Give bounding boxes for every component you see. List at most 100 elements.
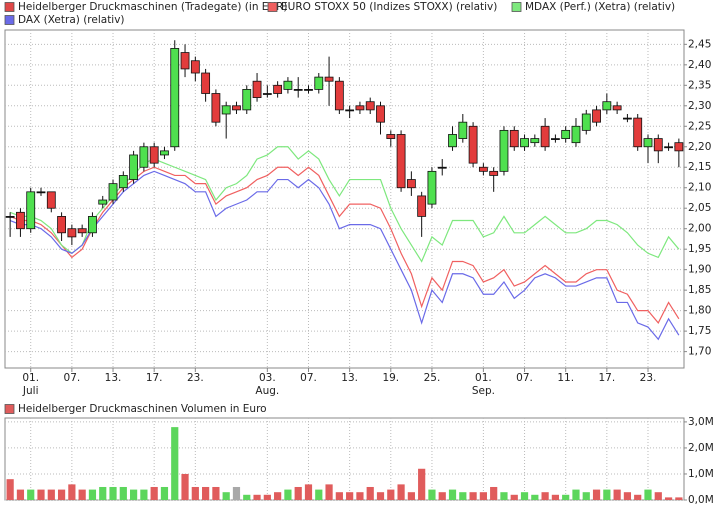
volume-bar [232, 486, 241, 500]
candle-body [499, 129, 509, 172]
x-tick-label: 11. [557, 372, 574, 384]
y-tick-label: 0,0M [688, 494, 714, 506]
volume-bar [407, 492, 415, 500]
volume-bar [315, 489, 323, 500]
candle-body [396, 134, 406, 189]
volume-bar [582, 492, 590, 500]
line-series [9, 146, 680, 263]
candle-body [88, 216, 97, 234]
candle-body [57, 216, 66, 234]
candle-body [129, 154, 139, 180]
candle-body [77, 228, 87, 234]
candle-body [46, 191, 56, 209]
candle-body [540, 125, 550, 148]
candle-body [180, 52, 190, 70]
candle-body [67, 228, 77, 238]
candle-body [653, 138, 663, 152]
volume-bar [47, 489, 55, 500]
volume-bar [171, 427, 179, 500]
volume-bar [335, 492, 343, 500]
volume-bar [284, 489, 292, 500]
candle-body [283, 80, 293, 90]
candle-body [633, 117, 643, 148]
candle-body [386, 134, 396, 139]
candle-body [530, 138, 540, 144]
candle-body [417, 195, 427, 217]
candle-body [5, 216, 15, 218]
volume-bar [551, 494, 560, 500]
candle-body [458, 121, 468, 139]
candle-body [623, 117, 632, 120]
y-tick-label: 2,15 [688, 161, 711, 173]
candle-body [468, 125, 478, 164]
candle-body [273, 84, 283, 94]
candle-body [242, 89, 252, 111]
volume-bar [27, 489, 35, 500]
candle-body [592, 109, 601, 123]
volume-bar [613, 489, 621, 500]
volume-bar [274, 492, 282, 500]
candle-body [26, 191, 36, 230]
candle-body [334, 80, 344, 111]
y-tick-label: 2,05 [688, 202, 711, 214]
volume-bar [294, 486, 302, 500]
x-tick-label: 23. [640, 372, 657, 384]
candle-body [448, 134, 457, 148]
volume-bar [119, 486, 127, 500]
candle-body [324, 76, 334, 82]
volume-bar [366, 486, 374, 500]
volume-bar [202, 486, 210, 500]
candle-body [139, 146, 149, 168]
candle-body [36, 191, 46, 194]
candle-body [674, 142, 684, 152]
x-tick-label: 19. [382, 372, 399, 384]
candle-body [571, 125, 581, 144]
volume-bar [531, 494, 539, 500]
volume-bar [469, 492, 477, 500]
volume-bar [129, 489, 138, 500]
legend-label: EURO STOXX 50 (Indizes STOXX) (relativ) [281, 1, 497, 13]
volume-bar [490, 486, 498, 500]
volume-bar [99, 486, 107, 500]
legend-label: Heidelberger Druckmaschinen Volumen in E… [18, 403, 267, 415]
x-tick-label: 03. Aug. [255, 372, 279, 397]
line-series [9, 170, 680, 341]
volume-bar [479, 492, 487, 500]
candle-body [365, 101, 375, 111]
candle-body [427, 170, 437, 205]
volume-bar [253, 494, 261, 500]
candle-body [190, 60, 200, 74]
candle-body [304, 89, 313, 91]
volume-bar [6, 479, 14, 500]
x-tick-label: 17. [598, 372, 615, 384]
y-tick-label: 2,30 [688, 100, 711, 112]
y-tick-label: 3,0M [688, 416, 714, 428]
y-tick-label: 2,35 [688, 79, 711, 91]
candle-body [437, 166, 447, 169]
x-tick-label: 01. Juli [22, 372, 39, 397]
candle-body [211, 93, 221, 123]
legend-swatch [4, 404, 15, 414]
volume-bar [160, 486, 169, 500]
volume-bar [675, 497, 683, 500]
volume-bar [397, 484, 405, 500]
volume-bar [191, 486, 199, 500]
plot-frame [4, 417, 685, 501]
y-tick-label: 1,80 [688, 305, 711, 317]
candle-body [581, 113, 591, 131]
volume-bar [438, 492, 446, 500]
x-tick-label: 07. [64, 372, 81, 384]
volume-bar [304, 484, 313, 500]
volume-bar [634, 494, 642, 500]
y-tick-label: 1,95 [688, 243, 711, 255]
candle-body [118, 175, 128, 189]
legend-swatch [4, 2, 15, 12]
candle-body [252, 80, 262, 98]
volume-bar [325, 484, 333, 500]
candle-body [98, 199, 108, 205]
volume-bar [592, 489, 601, 500]
candle-body [406, 179, 416, 189]
candle-body [221, 105, 231, 115]
line-series [9, 166, 680, 325]
